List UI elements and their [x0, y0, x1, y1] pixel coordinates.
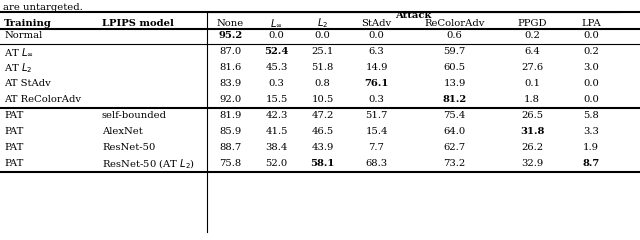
- Text: PAT: PAT: [4, 160, 24, 168]
- Text: 27.6: 27.6: [521, 64, 543, 72]
- Text: 43.9: 43.9: [311, 144, 333, 152]
- Text: $L_2$: $L_2$: [317, 16, 328, 30]
- Text: ReColorAdv: ReColorAdv: [424, 18, 484, 28]
- Text: 47.2: 47.2: [311, 112, 333, 120]
- Text: 88.7: 88.7: [220, 144, 242, 152]
- Text: Attack: Attack: [396, 12, 432, 20]
- Text: $L_\infty$: $L_\infty$: [270, 17, 283, 29]
- Text: are untargeted.: are untargeted.: [3, 3, 83, 12]
- Text: 75.4: 75.4: [444, 112, 466, 120]
- Text: PPGD: PPGD: [517, 18, 547, 28]
- Text: 6.4: 6.4: [524, 48, 540, 56]
- Text: 52.4: 52.4: [264, 48, 289, 56]
- Text: 32.9: 32.9: [521, 160, 543, 168]
- Text: 41.5: 41.5: [265, 127, 288, 137]
- Text: 58.1: 58.1: [310, 160, 335, 168]
- Text: 0.2: 0.2: [524, 31, 540, 41]
- Text: 25.1: 25.1: [311, 48, 333, 56]
- Text: 0.0: 0.0: [583, 79, 599, 89]
- Text: 0.3: 0.3: [369, 96, 385, 104]
- Text: ResNet-50: ResNet-50: [102, 144, 156, 152]
- Text: 60.5: 60.5: [444, 64, 465, 72]
- Text: 42.3: 42.3: [266, 112, 288, 120]
- Text: 5.8: 5.8: [583, 112, 599, 120]
- Text: 51.7: 51.7: [365, 112, 388, 120]
- Text: 0.0: 0.0: [315, 31, 330, 41]
- Text: 15.5: 15.5: [266, 96, 288, 104]
- Text: 76.1: 76.1: [364, 79, 388, 89]
- Text: 8.7: 8.7: [582, 160, 600, 168]
- Text: 75.8: 75.8: [220, 160, 242, 168]
- Text: 0.1: 0.1: [524, 79, 540, 89]
- Text: 14.9: 14.9: [365, 64, 388, 72]
- Text: 0.0: 0.0: [583, 96, 599, 104]
- Text: 1.8: 1.8: [524, 96, 540, 104]
- Text: 0.2: 0.2: [583, 48, 599, 56]
- Text: 26.5: 26.5: [521, 112, 543, 120]
- Text: 81.2: 81.2: [442, 96, 467, 104]
- Text: 85.9: 85.9: [220, 127, 242, 137]
- Text: 13.9: 13.9: [444, 79, 466, 89]
- Text: Training: Training: [4, 18, 52, 28]
- Text: 1.9: 1.9: [583, 144, 599, 152]
- Text: 10.5: 10.5: [311, 96, 333, 104]
- Text: PAT: PAT: [4, 144, 24, 152]
- Text: LPIPS model: LPIPS model: [102, 18, 174, 28]
- Text: 31.8: 31.8: [520, 127, 544, 137]
- Text: 92.0: 92.0: [220, 96, 242, 104]
- Text: 0.0: 0.0: [583, 31, 599, 41]
- Text: 64.0: 64.0: [444, 127, 466, 137]
- Text: 73.2: 73.2: [444, 160, 466, 168]
- Text: PAT: PAT: [4, 112, 24, 120]
- Text: 51.8: 51.8: [311, 64, 333, 72]
- Text: 0.0: 0.0: [269, 31, 284, 41]
- Text: 68.3: 68.3: [365, 160, 388, 168]
- Text: 3.3: 3.3: [583, 127, 599, 137]
- Text: 15.4: 15.4: [365, 127, 388, 137]
- Text: AT StAdv: AT StAdv: [4, 79, 51, 89]
- Text: 87.0: 87.0: [220, 48, 242, 56]
- Text: 6.3: 6.3: [369, 48, 385, 56]
- Text: 7.7: 7.7: [369, 144, 385, 152]
- Text: 59.7: 59.7: [444, 48, 466, 56]
- Text: 46.5: 46.5: [312, 127, 333, 137]
- Text: LPA: LPA: [581, 18, 601, 28]
- Text: StAdv: StAdv: [362, 18, 392, 28]
- Text: 0.6: 0.6: [447, 31, 462, 41]
- Text: 3.0: 3.0: [583, 64, 599, 72]
- Text: AT $L_\infty$: AT $L_\infty$: [4, 46, 34, 58]
- Text: 52.0: 52.0: [266, 160, 287, 168]
- Text: 38.4: 38.4: [266, 144, 288, 152]
- Text: 26.2: 26.2: [521, 144, 543, 152]
- Text: 0.3: 0.3: [269, 79, 284, 89]
- Text: Normal: Normal: [4, 31, 42, 41]
- Text: AT ReColorAdv: AT ReColorAdv: [4, 96, 81, 104]
- Text: AlexNet: AlexNet: [102, 127, 143, 137]
- Text: ResNet-50 (AT $L_2$): ResNet-50 (AT $L_2$): [102, 157, 195, 171]
- Text: 95.2: 95.2: [218, 31, 243, 41]
- Text: 0.8: 0.8: [315, 79, 330, 89]
- Text: 45.3: 45.3: [266, 64, 288, 72]
- Text: None: None: [217, 18, 244, 28]
- Text: 83.9: 83.9: [220, 79, 242, 89]
- Text: 81.9: 81.9: [220, 112, 242, 120]
- Text: 62.7: 62.7: [444, 144, 465, 152]
- Text: PAT: PAT: [4, 127, 24, 137]
- Text: 81.6: 81.6: [220, 64, 242, 72]
- Text: AT $L_2$: AT $L_2$: [4, 61, 33, 75]
- Text: 0.0: 0.0: [369, 31, 385, 41]
- Text: self-bounded: self-bounded: [102, 112, 167, 120]
